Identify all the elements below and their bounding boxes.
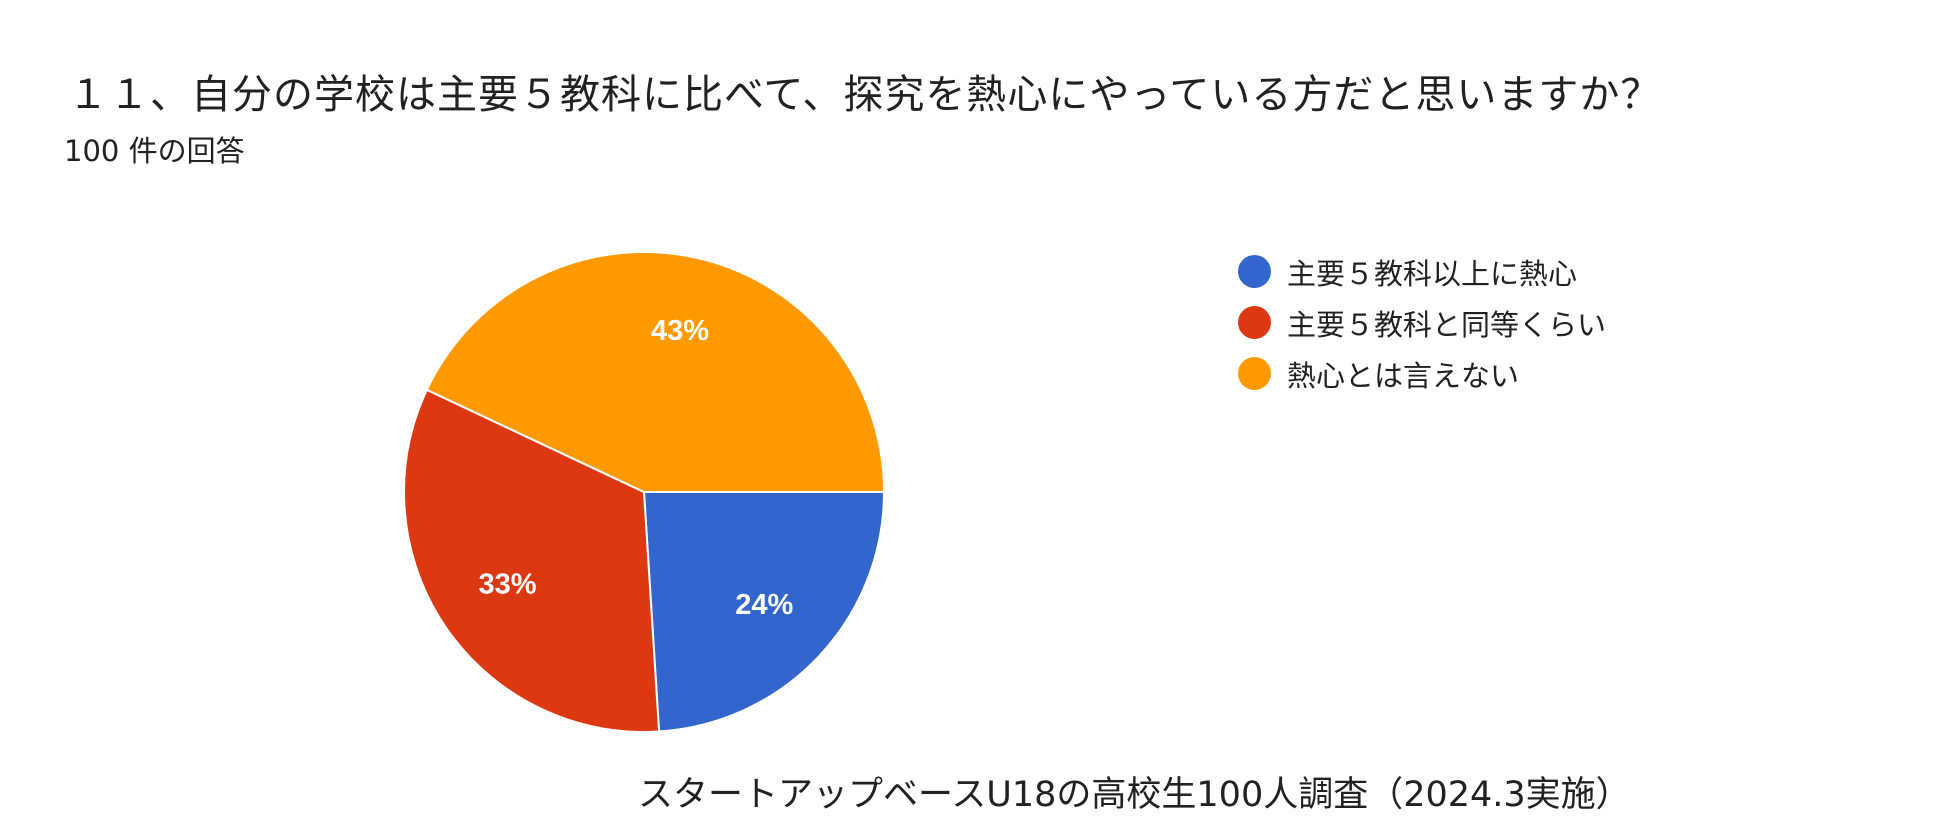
legend-swatch-icon [1238,357,1271,390]
legend-item[interactable]: 主要５教科以上に熱心 [1238,246,1606,297]
chart-title: １１、自分の学校は主要５教科に比べて、探究を熱心にやっている方だと思いますか？ [68,72,1662,118]
pie-slice[interactable] [642,491,886,733]
source-caption: スタートアップベースU18の高校生100人調査（2024.3実施） [638,775,1631,815]
legend-label: 熱心とは言えない [1287,358,1520,393]
response-count: 100 件の回答 [64,134,245,168]
legend-item[interactable]: 熱心とは言えない [1238,348,1606,399]
legend-swatch-icon [1238,255,1271,288]
legend-label: 主要５教科以上に熱心 [1287,256,1578,291]
slice-percent-label: 33% [479,569,537,601]
slice-percent-label: 24% [735,589,793,621]
slice-percent-label: 43% [651,315,709,347]
legend-item[interactable]: 主要５教科と同等くらい [1238,297,1606,348]
pie-slice[interactable] [403,388,661,733]
legend-label: 主要５教科と同等くらい [1287,307,1607,342]
legend: 主要５教科以上に熱心 主要５教科と同等くらい 熱心とは言えない [1238,246,1606,399]
pie-slice[interactable] [425,251,886,493]
legend-swatch-icon [1238,306,1271,339]
